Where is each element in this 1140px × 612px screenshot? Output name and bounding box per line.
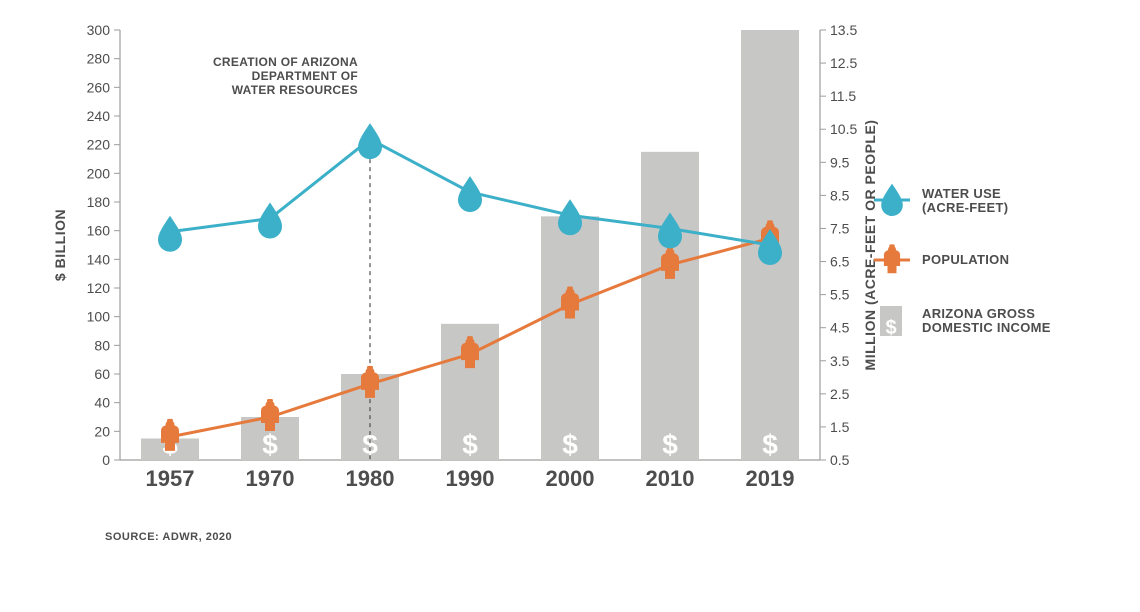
drop-icon xyxy=(358,123,382,159)
x-category-label: 1990 xyxy=(446,466,495,491)
y-right-tick-label: 3.5 xyxy=(830,353,850,369)
x-category-label: 2019 xyxy=(746,466,795,491)
y-left-tick-label: 200 xyxy=(87,165,111,181)
dollar-icon: $ xyxy=(662,429,678,460)
drop-icon xyxy=(558,199,582,235)
legend-water-label: WATER USE xyxy=(922,186,1001,201)
y-left-tick-label: 120 xyxy=(87,280,111,296)
y-left-tick-label: 40 xyxy=(94,395,110,411)
y-right-tick-label: 5.5 xyxy=(830,287,850,303)
y-right-tick-label: 1.5 xyxy=(830,419,850,435)
y-right-tick-label: 6.5 xyxy=(830,254,850,270)
y-left-tick-label: 180 xyxy=(87,194,111,210)
y-right-tick-label: 7.5 xyxy=(830,220,850,236)
drop-icon xyxy=(158,216,182,252)
y-left-tick-label: 0 xyxy=(102,452,110,468)
drop-icon xyxy=(458,176,482,212)
y-right-tick-label: 11.5 xyxy=(830,88,856,104)
drop-icon xyxy=(881,184,903,216)
x-category-label: 1970 xyxy=(246,466,295,491)
y-right-tick-label: 12.5 xyxy=(830,55,857,71)
dollar-icon: $ xyxy=(762,429,778,460)
y-right-tick-label: 0.5 xyxy=(830,452,850,468)
dollar-icon: $ xyxy=(885,317,896,339)
dollar-icon: $ xyxy=(562,429,578,460)
x-category-label: 2010 xyxy=(646,466,695,491)
y-left-tick-label: 300 xyxy=(87,22,111,38)
legend-water-label: (ACRE-FEET) xyxy=(922,200,1008,215)
dollar-icon: $ xyxy=(262,429,278,460)
y-left-tick-label: 220 xyxy=(87,137,111,153)
y-left-tick-label: 60 xyxy=(94,366,110,382)
legend-gdi-label: DOMESTIC INCOME xyxy=(922,320,1051,335)
annotation-text: WATER RESOURCES xyxy=(232,83,358,97)
person-icon xyxy=(884,244,900,273)
x-category-label: 1980 xyxy=(346,466,395,491)
dollar-icon: $ xyxy=(462,429,478,460)
y-right-tick-label: 9.5 xyxy=(830,154,850,170)
y-right-tick-label: 10.5 xyxy=(830,121,857,137)
y-left-tick-label: 20 xyxy=(94,423,110,439)
y-left-tick-label: 240 xyxy=(87,108,111,124)
y-right-tick-label: 13.5 xyxy=(830,22,857,38)
gdi-bar xyxy=(541,216,599,460)
annotation-text: CREATION OF ARIZONA xyxy=(213,55,358,69)
y-left-tick-label: 280 xyxy=(87,51,111,67)
source-label: SOURCE: ADWR, 2020 xyxy=(105,531,232,543)
legend-gdi-label: ARIZONA GROSS xyxy=(922,306,1035,321)
drop-icon xyxy=(258,203,282,239)
x-category-label: 1957 xyxy=(146,466,195,491)
y-right-axis-label: MILLION (ACRE-FEET OR PEOPLE) xyxy=(862,120,878,371)
y-left-tick-label: 140 xyxy=(87,251,111,267)
y-right-tick-label: 2.5 xyxy=(830,386,850,402)
y-left-tick-label: 260 xyxy=(87,79,111,95)
legend-pop-label: POPULATION xyxy=(922,252,1009,267)
annotation-text: DEPARTMENT OF xyxy=(252,69,358,83)
y-left-axis-label: $ BILLION xyxy=(52,209,68,281)
y-left-tick-label: 160 xyxy=(87,223,111,239)
y-right-tick-label: 8.5 xyxy=(830,187,850,203)
x-category-label: 2000 xyxy=(546,466,595,491)
y-right-tick-label: 4.5 xyxy=(830,320,850,336)
y-left-tick-label: 100 xyxy=(87,309,111,325)
y-left-tick-label: 80 xyxy=(94,337,110,353)
gdi-bar xyxy=(641,152,699,460)
